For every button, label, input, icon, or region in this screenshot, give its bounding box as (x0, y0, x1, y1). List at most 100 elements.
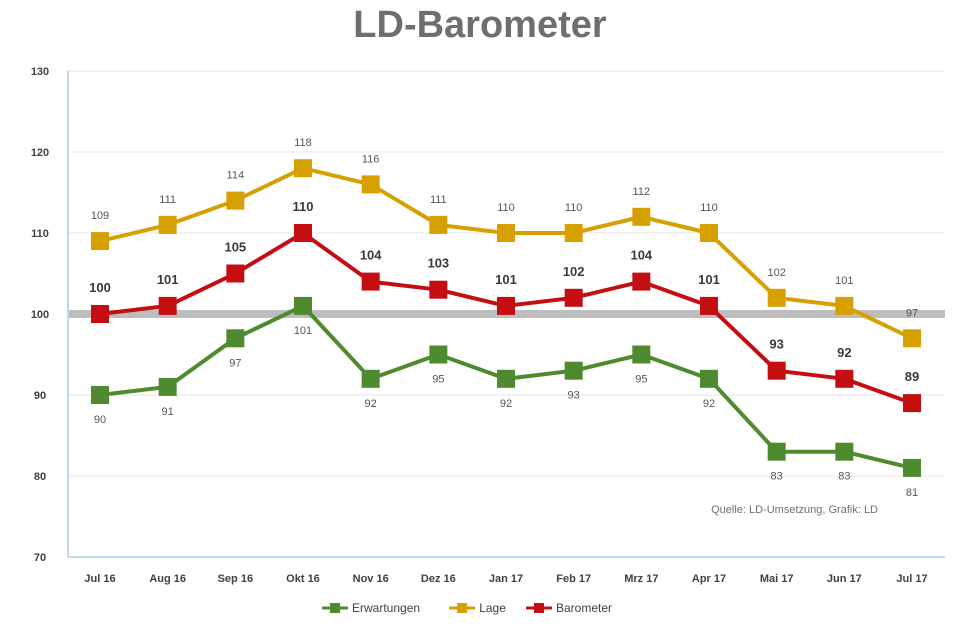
data-label: 110 (565, 202, 583, 214)
legend-label: Lage (479, 601, 506, 615)
y-tick-label: 70 (34, 552, 46, 564)
data-label: 111 (430, 194, 447, 206)
source-note: Quelle: LD-Umsetzung, Grafik: LD (711, 504, 878, 516)
data-label: 95 (432, 374, 444, 386)
series-lage (91, 159, 921, 348)
data-point-marker (564, 224, 583, 242)
legend-item-barometer: Barometer (526, 601, 612, 615)
data-point-marker (497, 296, 515, 315)
data-point-marker (294, 296, 312, 315)
data-point-marker (429, 345, 448, 364)
data-point-marker (767, 288, 786, 307)
data-point-marker (361, 175, 380, 194)
data-label: 105 (224, 240, 246, 255)
data-label: 92 (703, 398, 715, 410)
y-tick-label: 80 (34, 471, 46, 483)
x-tick-label: Dez 16 (421, 573, 456, 585)
x-tick-label: Sep 16 (218, 573, 253, 585)
legend-marker (330, 603, 340, 613)
data-point-marker (700, 296, 718, 315)
data-label: 95 (635, 374, 647, 386)
x-tick-label: Jun 17 (827, 573, 862, 585)
legend-marker (457, 603, 468, 613)
data-point-marker (226, 329, 245, 348)
y-tick-label: 100 (31, 309, 49, 321)
data-label: 103 (427, 256, 449, 271)
data-label: 89 (905, 369, 919, 384)
legend-item-erwartungen: Erwartungen (322, 601, 420, 615)
x-tick-label: Mrz 17 (624, 573, 658, 585)
data-label: 110 (293, 199, 314, 214)
y-tick-label: 120 (31, 147, 49, 159)
data-label: 110 (497, 202, 515, 214)
data-point-marker (91, 232, 109, 251)
data-point-marker (158, 377, 177, 396)
x-tick-label: Aug 16 (149, 573, 186, 585)
x-tick-label: Okt 16 (286, 573, 320, 585)
y-tick-label: 130 (31, 66, 49, 78)
data-label: 104 (360, 248, 382, 263)
data-point-marker (158, 215, 177, 234)
data-point-marker (564, 361, 583, 380)
data-label: 112 (633, 186, 651, 198)
data-label: 102 (563, 264, 585, 279)
legend-label: Erwartungen (352, 601, 420, 615)
data-point-marker (632, 272, 651, 291)
data-point-marker (564, 288, 583, 307)
data-point-marker (294, 159, 312, 178)
chart-title: LD-Barometer (353, 4, 607, 46)
data-point-marker (767, 361, 786, 380)
data-point-marker (497, 369, 515, 388)
data-label: 83 (771, 471, 783, 483)
x-tick-label: Mai 17 (760, 573, 794, 585)
data-label: 81 (906, 487, 918, 499)
y-tick-label: 110 (31, 228, 49, 240)
data-label: 83 (838, 471, 850, 483)
data-point-marker (835, 296, 854, 315)
data-label: 102 (767, 267, 785, 279)
data-label: 97 (906, 307, 918, 319)
series-erwartungen (91, 296, 921, 477)
data-label: 110 (700, 202, 718, 214)
legend: Erwartungen Lage Barometer (322, 601, 612, 615)
data-labels: 90 91 97 101 92 95 92 93 95 92 83 83 81 109 111 114 118 1… (89, 137, 919, 499)
data-label: 116 (362, 153, 380, 165)
data-label: 118 (294, 137, 312, 149)
data-point-marker (903, 458, 921, 477)
data-point-marker (361, 369, 380, 388)
data-point-marker (158, 296, 177, 315)
data-point-marker (361, 272, 380, 291)
data-point-marker (632, 345, 651, 364)
data-point-marker (91, 386, 109, 404)
data-label: 91 (162, 406, 174, 418)
data-point-marker (903, 394, 921, 413)
data-point-marker (700, 369, 718, 388)
data-label: 101 (294, 325, 312, 337)
data-point-marker (767, 442, 786, 461)
data-label: 114 (227, 170, 245, 182)
data-point-marker (226, 264, 245, 283)
axes: 70 80 90 100 110 120 130 Jul 16 Aug 16 Sep 16 Okt … (31, 66, 945, 585)
data-label: 92 (837, 345, 851, 360)
data-label: 101 (157, 272, 179, 287)
data-point-marker (835, 442, 854, 461)
data-label: 100 (89, 280, 111, 295)
data-label: 93 (568, 390, 580, 402)
data-label: 101 (698, 272, 720, 287)
data-point-marker (903, 329, 921, 348)
data-label: 109 (91, 210, 109, 222)
x-tick-label: Apr 17 (692, 573, 726, 585)
series-layer (91, 159, 921, 477)
data-label: 104 (630, 248, 652, 263)
x-tick-label: Jul 17 (896, 573, 927, 585)
legend-marker (534, 603, 544, 613)
data-label: 92 (365, 398, 377, 410)
data-point-marker (497, 224, 515, 242)
data-point-marker (91, 305, 109, 323)
data-label: 101 (835, 275, 853, 287)
x-tick-label: Jan 17 (489, 573, 523, 585)
legend-label: Barometer (556, 601, 612, 615)
data-point-marker (835, 369, 854, 388)
data-point-marker (700, 224, 718, 242)
